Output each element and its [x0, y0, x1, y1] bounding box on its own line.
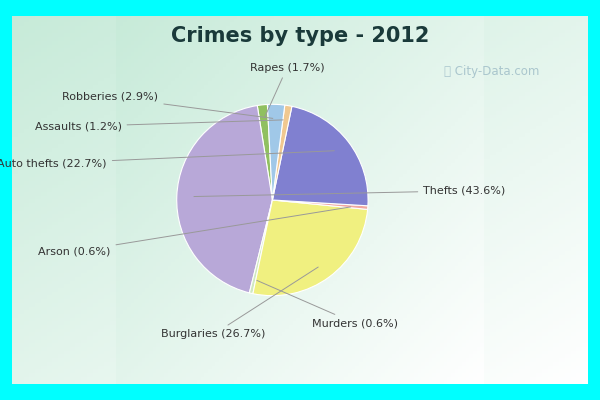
Text: Assaults (1.2%): Assaults (1.2%) [35, 120, 283, 131]
Text: Rapes (1.7%): Rapes (1.7%) [250, 62, 325, 116]
Text: Auto thefts (22.7%): Auto thefts (22.7%) [0, 151, 334, 168]
Text: Robberies (2.9%): Robberies (2.9%) [62, 92, 273, 118]
Wedge shape [272, 200, 368, 210]
Wedge shape [253, 200, 368, 296]
Text: ⓘ City-Data.com: ⓘ City-Data.com [445, 66, 539, 78]
Text: Burglaries (26.7%): Burglaries (26.7%) [161, 267, 318, 339]
Wedge shape [272, 106, 368, 206]
Text: Crimes by type - 2012: Crimes by type - 2012 [171, 26, 429, 46]
Wedge shape [257, 104, 272, 200]
Text: Murders (0.6%): Murders (0.6%) [257, 280, 398, 328]
Wedge shape [177, 106, 272, 293]
Wedge shape [268, 104, 285, 200]
Wedge shape [272, 105, 292, 200]
Text: Thefts (43.6%): Thefts (43.6%) [194, 186, 506, 196]
Wedge shape [250, 200, 272, 294]
Text: Arson (0.6%): Arson (0.6%) [38, 207, 351, 256]
